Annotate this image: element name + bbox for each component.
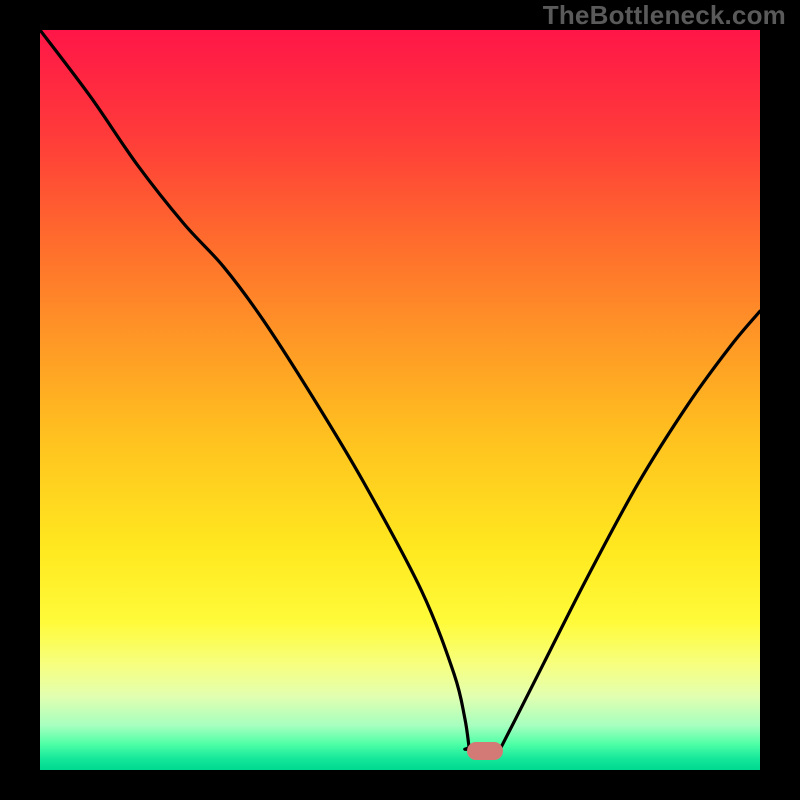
watermark-text: TheBottleneck.com (543, 0, 786, 31)
chart-svg (0, 0, 800, 800)
optimal-point-marker (467, 742, 503, 760)
plot-background-gradient (40, 30, 760, 770)
chart-frame: TheBottleneck.com (0, 0, 800, 800)
